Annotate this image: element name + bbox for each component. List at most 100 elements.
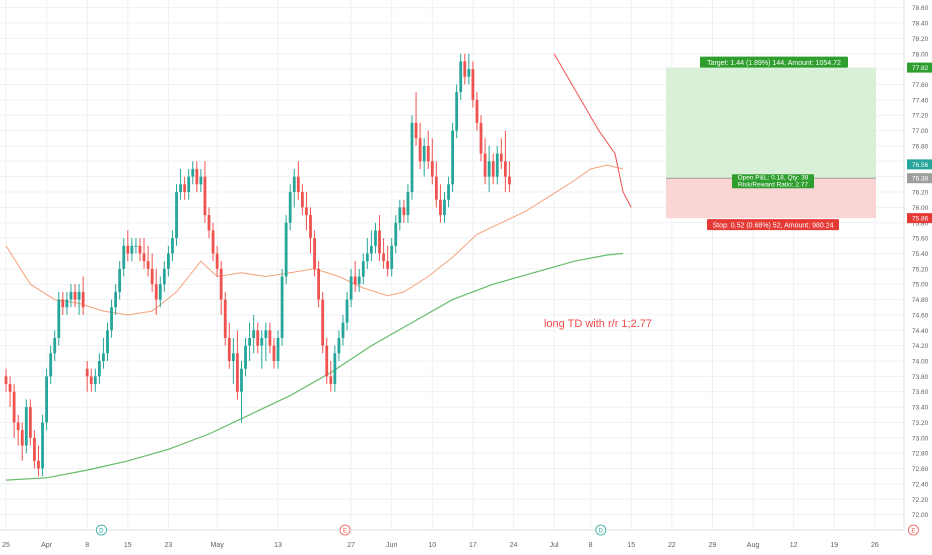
candle-body (252, 330, 256, 338)
candle-body (284, 222, 288, 277)
candle-body (65, 299, 69, 308)
y-tick-label: 74.20 (912, 343, 929, 350)
candle-body (475, 99, 479, 123)
candle-body (418, 138, 422, 162)
candle-body (325, 345, 329, 377)
y-tick-label: 77.20 (912, 113, 929, 120)
y-tick-label: 76.00 (912, 205, 929, 212)
rr-label: Risk/Reward Ratio: 2.77 (738, 182, 808, 189)
candle-body (187, 176, 191, 193)
candle-body (260, 337, 264, 346)
candle-body (426, 145, 430, 162)
y-tick-label: 72.00 (912, 512, 929, 519)
candle-body (138, 245, 142, 254)
candle-body (110, 307, 113, 331)
candle-body (463, 61, 467, 77)
y-tick-label: 73.20 (912, 420, 929, 427)
event-marker-label: D (599, 529, 604, 535)
candle-body (171, 238, 174, 254)
y-tick-label: 75.20 (912, 266, 929, 273)
candle-body (398, 207, 402, 223)
candle-body (24, 407, 28, 446)
candle-body (215, 253, 219, 269)
stop-label: Stop: 0.52 (0.68%) 52, Amount: 980.24 (712, 223, 833, 230)
candle-body (53, 337, 57, 354)
pnl-label: Open P&L: 0.18, Qty: 38 (738, 175, 809, 182)
candle-body (97, 361, 101, 377)
dividend-marker[interactable] (96, 524, 107, 536)
candle-body (162, 268, 166, 285)
candle-body (333, 353, 337, 385)
y-tick-label: 72.20 (912, 497, 929, 504)
candle-body (471, 69, 475, 100)
y-tick-label: 75.60 (912, 236, 929, 243)
candle-body (459, 61, 463, 93)
candle-body (256, 330, 260, 346)
candle-body (37, 460, 40, 469)
target-price-tag-box (907, 62, 932, 73)
y-tick-label: 78.00 (912, 51, 929, 58)
candle-body (422, 145, 426, 162)
y-tick-label: 76.20 (912, 190, 929, 197)
candle-body (495, 153, 499, 177)
candle-body (491, 161, 495, 177)
candle-body (288, 192, 292, 223)
target-zone (666, 67, 876, 179)
earnings-marker[interactable] (339, 524, 351, 536)
y-tick-label: 73.60 (912, 389, 929, 396)
candle-body (183, 184, 187, 193)
candle-body (345, 299, 349, 323)
event-marker-label: E (343, 529, 347, 535)
earnings-marker[interactable] (908, 524, 919, 536)
x-tick-label: 13 (274, 542, 282, 549)
candle-body (296, 176, 300, 193)
candle-body (455, 92, 459, 131)
candle-body (20, 430, 24, 446)
candle-body (130, 245, 134, 254)
candle-body (219, 268, 223, 300)
x-tick-label: 23 (165, 542, 173, 549)
event-marker-label: E (911, 529, 915, 535)
candle-body (321, 299, 325, 346)
candle-body (211, 230, 215, 254)
x-tick-label: 12 (790, 542, 798, 549)
current-price-tag-box (907, 159, 932, 170)
y-tick-label: 73.00 (912, 435, 929, 442)
candle-body (305, 207, 308, 216)
candle-body (434, 176, 438, 200)
candle-body (406, 192, 410, 216)
candle-body (57, 299, 61, 338)
dividend-marker[interactable] (595, 524, 607, 536)
candle-body (357, 276, 361, 285)
candle-body (118, 268, 122, 292)
target-price-tag: 77.82 (912, 65, 929, 72)
candle-body (292, 176, 296, 193)
candle-body (402, 207, 406, 216)
candle-body (122, 245, 126, 269)
candle-body (199, 176, 203, 185)
candle-body (503, 161, 507, 177)
candle-body (353, 276, 357, 285)
y-tick-label: 77.00 (912, 128, 929, 135)
candle-body (329, 376, 333, 385)
candle-body (439, 199, 442, 216)
entry-price-tag-box (907, 173, 932, 184)
y-tick-label: 78.20 (912, 36, 929, 43)
candle-body (309, 215, 312, 239)
candle-body (146, 261, 150, 269)
candle-body (499, 153, 503, 162)
candle-body (443, 199, 446, 216)
candle-body (370, 245, 373, 254)
candle-body (386, 261, 390, 269)
candle-body (479, 122, 483, 154)
candle-body (508, 176, 511, 185)
y-tick-label: 74.80 (912, 297, 929, 304)
candle-body (175, 192, 178, 239)
x-tick-label: 15 (124, 542, 132, 549)
y-tick-label: 78.60 (912, 5, 929, 12)
entry-price-tag: 76.38 (912, 176, 929, 183)
x-tick-label: Jun (386, 542, 397, 549)
candle-body (154, 284, 158, 300)
